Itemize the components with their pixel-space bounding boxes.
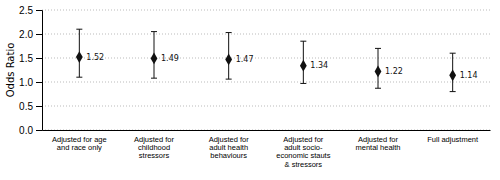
error-bar <box>300 41 306 83</box>
x-tick: Full adjustment <box>427 130 479 144</box>
x-tick-label-line: & stressors <box>285 160 323 169</box>
chart: 0.0 0.5 1.0 1.5 2.0 2.5 Adjusted for ageand ra… <box>0 0 500 180</box>
x-tick-label: Adjusted foradult socio-economic stauts&… <box>276 135 330 169</box>
data-label: 1.49 <box>161 54 179 63</box>
error-bar-cap <box>300 83 306 84</box>
x-tick-label: Adjusted foradult healthbehaviours <box>209 135 250 161</box>
x-tick-label-line: and race only <box>57 143 102 152</box>
y-tick-mark <box>36 58 42 59</box>
data-label: 1.52 <box>86 53 104 62</box>
error-bar-cap <box>375 88 381 89</box>
grid <box>42 10 490 130</box>
y-tick: 0.0 <box>19 125 42 136</box>
y-tick: 1.0 <box>19 77 42 88</box>
y-tick-mark <box>36 106 42 107</box>
y-tick: 2.5 <box>19 5 42 16</box>
data-labels: 1.52 1.49 1.47 1.34 1.22 1.14 <box>86 53 477 80</box>
point <box>375 66 382 78</box>
error-bar-cap <box>151 31 157 32</box>
y-tick: 1.5 <box>19 53 42 64</box>
y-tick-mark <box>36 130 42 131</box>
y-axis: 0.0 0.5 1.0 1.5 2.0 2.5 <box>19 5 42 136</box>
y-tick-label: 2.0 <box>19 29 33 40</box>
grid-line <box>42 106 490 107</box>
point <box>300 60 307 72</box>
error-bar-cap <box>300 41 306 42</box>
error-bar <box>151 32 157 79</box>
data-label: 1.47 <box>236 55 254 64</box>
x-tick-label: Adjusted forchildhoodstressors <box>134 135 175 161</box>
grid-line <box>42 130 490 131</box>
y-tick-label: 0.5 <box>19 101 33 112</box>
error-bar-cap <box>76 29 82 30</box>
plot: 0.0 0.5 1.0 1.5 2.0 2.5 Adjusted for ageand ra… <box>19 5 490 169</box>
x-axis-line <box>43 130 491 131</box>
x-tick-label: Adjusted formental health <box>355 135 400 152</box>
grid-line <box>42 34 490 35</box>
x-tick: Adjusted foradult socio-economic stauts&… <box>276 130 330 169</box>
point <box>449 69 456 81</box>
y-tick-label: 0.0 <box>19 125 33 136</box>
y-tick-label: 2.5 <box>19 5 33 16</box>
y-tick-label: 1.0 <box>19 77 33 88</box>
y-axis-line <box>36 11 43 131</box>
point <box>76 51 83 63</box>
y-tick-mark <box>36 10 42 11</box>
error-bar-cap <box>76 77 82 78</box>
x-tick: Adjusted forchildhoodstressors <box>134 130 175 160</box>
y-tick: 0.5 <box>19 101 42 112</box>
page: {"chart_data": {"type": "errorbar", "cat… <box>0 0 500 180</box>
point <box>225 54 232 66</box>
x-tick-label-line: behaviours <box>210 151 247 160</box>
x-tick: Adjusted foradult healthbehaviours <box>209 130 250 160</box>
x-tick-label-line: mental health <box>355 143 400 152</box>
data-label: 1.14 <box>460 71 478 80</box>
error-bar-cap <box>375 48 381 49</box>
point <box>151 53 158 65</box>
x-tick: Adjusted for ageand race only <box>52 130 107 152</box>
x-tick-label: Full adjustment <box>427 135 479 144</box>
marks <box>76 29 456 91</box>
grid-line <box>42 58 490 59</box>
error-bar-cap <box>151 78 157 79</box>
y-tick-label: 1.5 <box>19 53 33 64</box>
error-bar-cap <box>226 32 232 33</box>
error-bar <box>450 53 456 91</box>
data-label: 1.34 <box>310 61 328 70</box>
data-label: 1.22 <box>385 67 403 76</box>
x-axis: Adjusted for ageand race only Adjusted fo… <box>43 130 491 169</box>
x-tick-label: Adjusted for ageand race only <box>52 135 107 152</box>
grid-line <box>42 10 490 11</box>
y-tick-mark <box>36 82 42 83</box>
grid-line <box>42 82 490 83</box>
chart-container: 0.0 0.5 1.0 1.5 2.0 2.5 Adjusted for ageand ra… <box>0 0 500 180</box>
y-tick: 2.0 <box>19 29 42 40</box>
error-bar-cap <box>226 79 232 80</box>
x-tick-label-line: Full adjustment <box>427 135 479 144</box>
x-tick: Adjusted formental health <box>355 130 400 152</box>
x-tick-label-line: stressors <box>139 151 170 160</box>
error-bar <box>76 29 82 77</box>
error-bar <box>375 48 381 88</box>
error-bar-cap <box>450 53 456 54</box>
y-axis-title: Odds Ratio <box>5 43 16 98</box>
y-tick-mark <box>36 34 42 35</box>
error-bar <box>226 33 232 80</box>
error-bar-cap <box>450 91 456 92</box>
